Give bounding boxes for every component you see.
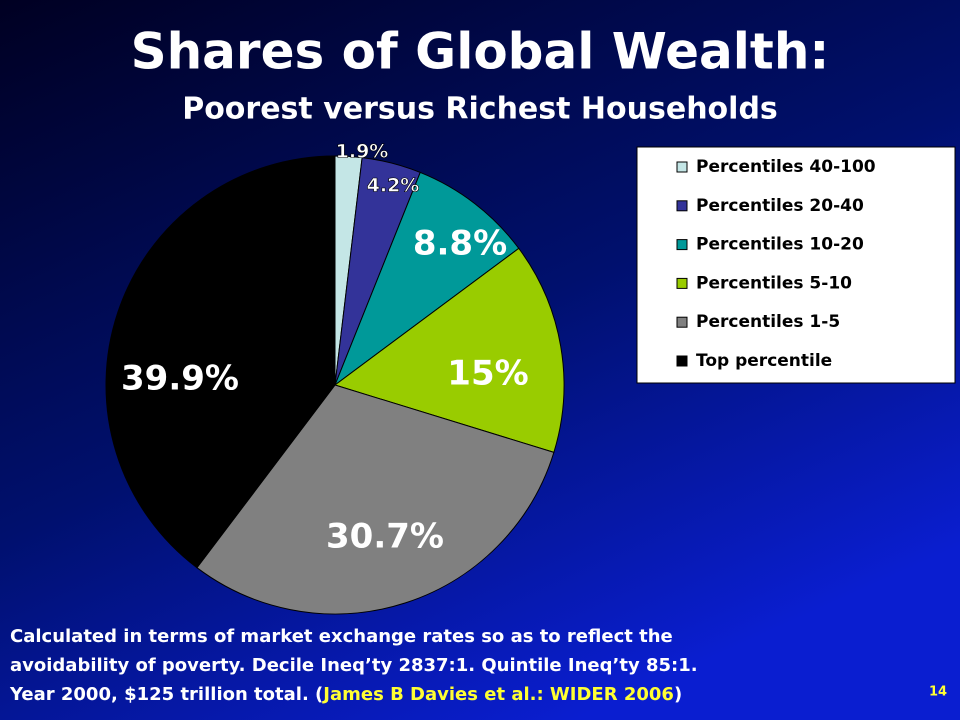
footnote-line: Calculated in terms of market exchange r… bbox=[10, 626, 673, 647]
legend-swatch bbox=[676, 316, 688, 328]
legend-label: Percentiles 40-100 bbox=[696, 157, 876, 177]
slice-label: 8.8% bbox=[413, 224, 507, 264]
legend-swatch bbox=[676, 161, 688, 173]
slice-label: 39.9% bbox=[121, 359, 239, 399]
slice-label: 1.9% bbox=[336, 141, 389, 163]
legend: Percentiles 40-100 Percentiles 20-40 Perce… bbox=[676, 157, 876, 371]
legend-swatch bbox=[676, 355, 688, 367]
pie-slice bbox=[333, 247, 565, 453]
page-number: 14 bbox=[929, 685, 947, 700]
chart-subtitle: Poorest versus Richest Households bbox=[182, 92, 778, 127]
legend-label: Top percentile bbox=[696, 351, 832, 371]
footnote-line: Year 2000, $125 trillion total. (James B… bbox=[9, 684, 682, 705]
pie-slice bbox=[333, 171, 520, 387]
slice-label: 15% bbox=[447, 354, 528, 394]
legend-label: Percentiles 10-20 bbox=[696, 235, 864, 255]
legend-box bbox=[636, 146, 956, 384]
pie: 1.9% 4.2% 8.8% 15% 30.7% 39.9% bbox=[105, 140, 565, 615]
footnote-source: James B Davies et al.: WIDER 2006 bbox=[321, 684, 674, 705]
footnote-text: Year 2000, $125 trillion total. ( bbox=[9, 684, 323, 705]
pie-slice bbox=[196, 384, 555, 615]
slice-label: 30.7% bbox=[326, 517, 444, 557]
legend-label: Percentiles 5-10 bbox=[696, 273, 852, 293]
pie-slice bbox=[105, 155, 336, 569]
chart-title: Shares of Global Wealth: bbox=[131, 23, 830, 81]
footnote-line: avoidability of poverty. Decile Ineq’ty … bbox=[10, 655, 698, 676]
slice-label: 4.2% bbox=[367, 175, 420, 197]
legend-swatch bbox=[676, 200, 688, 212]
footnote-text: ) bbox=[674, 684, 682, 705]
legend-label: Percentiles 1-5 bbox=[696, 312, 840, 332]
legend-swatch bbox=[676, 239, 688, 251]
legend-label: Percentiles 20-40 bbox=[696, 196, 864, 216]
legend-swatch bbox=[676, 277, 688, 289]
